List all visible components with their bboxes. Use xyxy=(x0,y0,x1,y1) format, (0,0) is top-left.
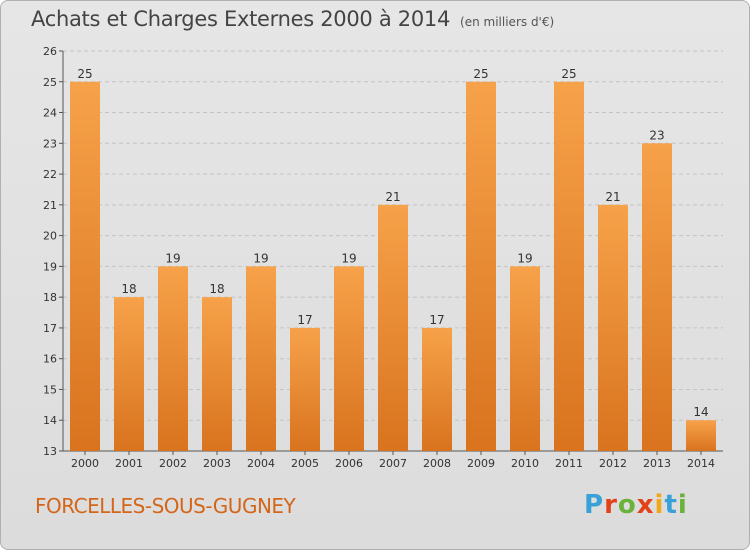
bar-value-label: 25 xyxy=(561,67,576,81)
y-tick-label: 19 xyxy=(43,260,57,273)
x-tick-label: 2001 xyxy=(115,457,143,470)
x-tick-label: 2008 xyxy=(423,457,451,470)
x-tick-label: 2005 xyxy=(291,457,319,470)
bar-value-label: 19 xyxy=(341,251,356,265)
x-tick-label: 2012 xyxy=(599,457,627,470)
bar-value-label: 17 xyxy=(297,313,312,327)
proxiti-logo: Proxiti xyxy=(584,490,688,520)
x-tick-label: 2003 xyxy=(203,457,231,470)
bar xyxy=(158,266,188,451)
bar xyxy=(598,204,628,451)
x-tick-label: 2010 xyxy=(511,457,539,470)
bar-value-label: 17 xyxy=(429,313,444,327)
x-tick-label: 2009 xyxy=(467,457,495,470)
bar-value-label: 21 xyxy=(605,190,620,204)
x-tick-label: 2014 xyxy=(687,457,715,470)
logo-letter: P xyxy=(584,490,605,520)
logo-letter: x xyxy=(636,490,655,520)
logo-letter: i xyxy=(677,490,688,520)
y-tick-label: 22 xyxy=(43,168,57,181)
bar-value-label: 14 xyxy=(693,405,708,419)
y-tick-label: 18 xyxy=(43,291,57,304)
bar xyxy=(246,266,276,451)
logo-letter: i xyxy=(654,490,665,520)
labels: 25 2000 18 2001 19 2002 18 2003 19 2004 17 2005 19 20… xyxy=(71,67,715,470)
y-tick-label: 26 xyxy=(43,45,57,58)
bar-value-label: 19 xyxy=(253,251,268,265)
bar xyxy=(114,297,144,451)
chart-title: Achats et Charges Externes 2000 à 2014 xyxy=(31,7,451,31)
y-tick-label: 21 xyxy=(43,199,57,212)
commune-name: FORCELLES-SOUS-GUGNEY xyxy=(35,494,296,518)
bar-value-label: 25 xyxy=(473,67,488,81)
bar xyxy=(554,81,584,452)
logo-letter: r xyxy=(604,490,618,520)
x-tick-label: 2007 xyxy=(379,457,407,470)
bar xyxy=(378,204,408,451)
bar xyxy=(686,420,716,451)
bar-value-label: 19 xyxy=(165,251,180,265)
bar xyxy=(70,81,100,452)
bar xyxy=(202,297,232,451)
chart-title-block: Achats et Charges Externes 2000 à 2014 (e… xyxy=(31,7,554,31)
x-tick-label: 2013 xyxy=(643,457,671,470)
chart-subtitle: (en milliers d'€) xyxy=(460,15,555,29)
bar xyxy=(334,266,364,451)
y-tick-label: 25 xyxy=(43,76,57,89)
bar xyxy=(422,327,452,451)
logo-letter: o xyxy=(617,490,637,520)
bar xyxy=(290,327,320,451)
bars xyxy=(70,81,716,452)
bar-value-label: 18 xyxy=(209,282,224,296)
y-tick-label: 15 xyxy=(43,383,57,396)
bar xyxy=(510,266,540,451)
y-tick-label: 17 xyxy=(43,322,57,335)
x-tick-label: 2004 xyxy=(247,457,275,470)
x-tick-label: 2011 xyxy=(555,457,583,470)
x-tick-label: 2000 xyxy=(71,457,99,470)
bar-value-label: 25 xyxy=(77,67,92,81)
logo-letter: t xyxy=(664,490,678,520)
x-tick-label: 2002 xyxy=(159,457,187,470)
bar-value-label: 21 xyxy=(385,190,400,204)
bar xyxy=(466,81,496,452)
bar-value-label: 18 xyxy=(121,282,136,296)
bar-value-label: 23 xyxy=(649,128,664,142)
y-tick-label: 16 xyxy=(43,353,57,366)
bar xyxy=(642,143,672,452)
bar-value-label: 19 xyxy=(517,251,532,265)
y-tick-label: 24 xyxy=(43,107,57,120)
y-tick-label: 13 xyxy=(43,445,57,458)
y-tick-label: 23 xyxy=(43,137,57,150)
y-tick-label: 14 xyxy=(43,414,57,427)
y-tick-label: 20 xyxy=(43,230,57,243)
x-tick-label: 2006 xyxy=(335,457,363,470)
